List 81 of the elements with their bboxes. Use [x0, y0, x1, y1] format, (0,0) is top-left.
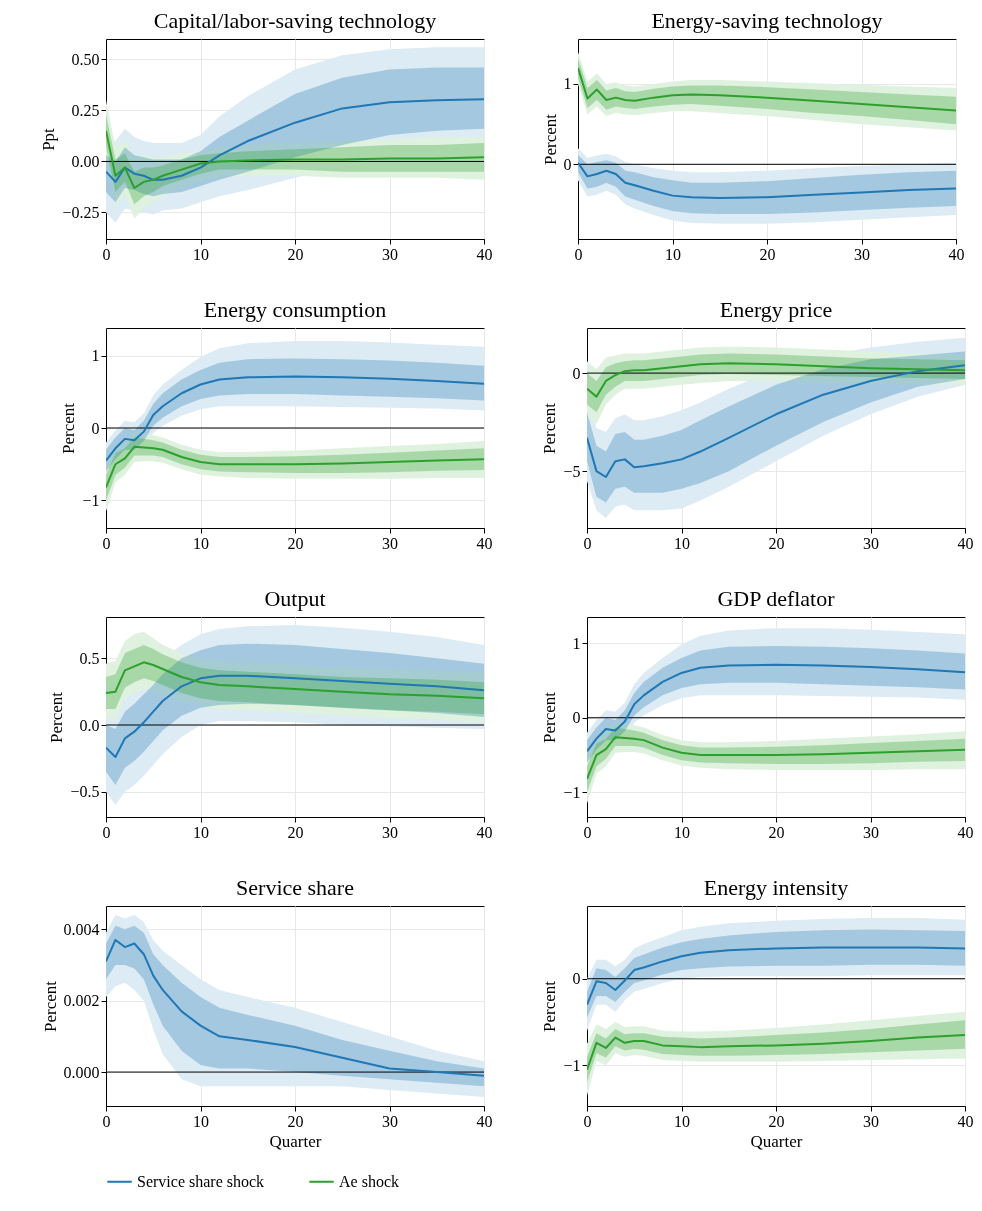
x-tick-label: 10: [193, 245, 209, 263]
y-tick-label: −0.25: [62, 203, 100, 221]
x-tick-label: 0: [583, 534, 592, 552]
x-tick-label: 0: [102, 1112, 111, 1130]
x-tick-label: 30: [863, 1112, 879, 1130]
x-tick-label: 40: [957, 534, 974, 552]
y-tick-label: 0.00: [71, 152, 100, 170]
x-tick-label: 40: [476, 1112, 493, 1130]
x-tick-label: 0: [583, 1112, 592, 1130]
x-axis-title: Quarter: [750, 1131, 803, 1151]
chart-title: Energy-saving technology: [651, 8, 883, 33]
x-tick-label: 30: [382, 823, 398, 841]
chart-title: Energy intensity: [703, 875, 849, 900]
y-axis-title: Percent: [59, 402, 79, 454]
x-tick-label: 0: [102, 245, 111, 263]
y-tick-label: −0.5: [70, 783, 100, 801]
y-tick-label: −1: [563, 1056, 581, 1074]
y-tick-label: 0.0: [79, 716, 100, 734]
x-tick-label: 40: [476, 534, 493, 552]
x-tick-label: 20: [287, 534, 304, 552]
y-tick-label: 0: [91, 419, 100, 437]
y-tick-label: 1: [572, 634, 581, 652]
x-tick-label: 20: [287, 1112, 304, 1130]
x-tick-label: 30: [854, 245, 870, 263]
x-tick-label: 10: [665, 245, 681, 263]
y-tick-label: 0: [572, 364, 581, 382]
y-axis-title: Percent: [540, 980, 560, 1032]
y-tick-label: −1: [82, 491, 100, 509]
y-tick-label: 0.004: [63, 920, 100, 938]
x-tick-label: 20: [287, 245, 304, 263]
y-tick-label: 0: [572, 970, 581, 988]
y-axis-title: Percent: [540, 113, 560, 165]
chart-title: Energy price: [719, 297, 833, 322]
y-tick-label: 1: [563, 75, 572, 93]
y-tick-label: −5: [563, 462, 581, 480]
y-tick-label: −1: [563, 783, 581, 801]
chart-title: Energy consumption: [203, 297, 387, 322]
x-tick-label: 0: [583, 823, 592, 841]
y-axis-title: Percent: [40, 980, 60, 1032]
y-tick-label: 0.50: [71, 50, 100, 68]
x-tick-label: 20: [768, 1112, 785, 1130]
x-tick-label: 40: [476, 823, 493, 841]
y-tick-label: 0.5: [79, 649, 100, 667]
legend-label: Service share shock: [137, 1172, 265, 1190]
legend-label: Ae shock: [339, 1172, 399, 1190]
x-tick-label: 40: [476, 245, 493, 263]
x-tick-label: 30: [382, 245, 398, 263]
y-tick-label: 0.000: [63, 1063, 100, 1081]
x-tick-label: 20: [768, 823, 785, 841]
x-tick-label: 10: [193, 534, 209, 552]
y-tick-label: 0: [563, 155, 572, 173]
chart-title: Output: [264, 586, 326, 611]
x-tick-label: 20: [768, 534, 785, 552]
x-tick-label: 10: [193, 1112, 209, 1130]
x-tick-label: 40: [957, 1112, 974, 1130]
x-tick-label: 10: [193, 823, 209, 841]
chart-title: GDP deflator: [717, 586, 836, 611]
y-axis-title: Percent: [540, 402, 560, 454]
x-tick-label: 40: [948, 245, 965, 263]
y-axis-title: Ppt: [39, 127, 59, 151]
x-tick-label: 30: [382, 1112, 398, 1130]
y-axis-title: Percent: [47, 691, 67, 743]
y-tick-label: 0.25: [71, 101, 100, 119]
x-tick-label: 30: [863, 534, 879, 552]
x-tick-label: 30: [382, 534, 398, 552]
y-tick-label: 1: [91, 347, 100, 365]
x-tick-label: 40: [957, 823, 974, 841]
x-tick-label: 10: [674, 534, 690, 552]
x-tick-label: 0: [102, 534, 111, 552]
y-tick-label: 0.002: [63, 992, 100, 1010]
x-tick-label: 10: [674, 823, 690, 841]
chart-title: Capital/labor-saving technology: [153, 8, 437, 33]
y-axis-title: Percent: [540, 691, 560, 743]
x-tick-label: 10: [674, 1112, 690, 1130]
x-axis-title: Quarter: [269, 1131, 322, 1151]
chart-title: Service share: [236, 875, 354, 900]
x-tick-label: 0: [102, 823, 111, 841]
x-tick-label: 20: [759, 245, 776, 263]
x-tick-label: 30: [863, 823, 879, 841]
x-tick-label: 20: [287, 823, 304, 841]
y-tick-label: 0: [572, 709, 581, 727]
